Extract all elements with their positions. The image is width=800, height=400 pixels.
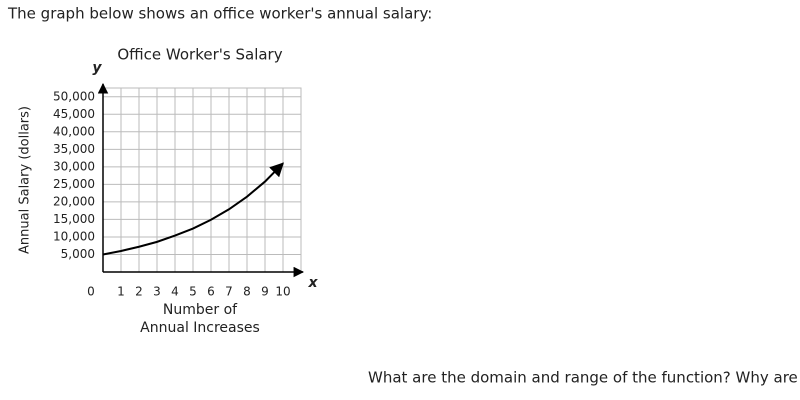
x-axis-label: Number of — [163, 302, 238, 318]
prompt: The graph below shows an office worker's… — [7, 5, 432, 23]
x-tick-label: 8 — [243, 285, 251, 299]
x-tick-label: 4 — [171, 285, 179, 299]
x-axis-label: Annual Increases — [140, 320, 260, 336]
y-axis-label: Annual Salary (dollars) — [18, 106, 33, 254]
y-tick-label: 50,000 — [53, 89, 95, 103]
y-tick-label: 40,000 — [53, 124, 95, 138]
x-axis-name: x — [307, 275, 318, 291]
y-tick-label: 10,000 — [53, 229, 95, 243]
y-axis-name: y — [92, 60, 102, 76]
x-tick-label: 10 — [275, 285, 290, 299]
chart-title: Office Worker's Salary — [117, 46, 282, 64]
x-tick-label: 0 — [87, 285, 95, 299]
x-tick-label: 7 — [225, 285, 233, 299]
y-tick-label: 25,000 — [53, 177, 95, 191]
x-tick-label: 5 — [189, 285, 197, 299]
y-tick-label: 15,000 — [53, 212, 95, 226]
x-tick-label: 3 — [153, 285, 161, 299]
x-tick-label: 1 — [117, 285, 125, 299]
x-tick-label: 6 — [207, 285, 215, 299]
x-tick-label: 2 — [135, 285, 143, 299]
y-tick-label: 45,000 — [53, 107, 95, 121]
question: What are the domain and range of the fun… — [368, 369, 800, 387]
y-tick-label: 35,000 — [53, 142, 95, 156]
y-tick-label: 5,000 — [61, 247, 95, 261]
plot-frame — [102, 87, 302, 273]
salary-line — [102, 162, 284, 256]
y-tick-label: 20,000 — [53, 194, 95, 208]
x-tick-label: 9 — [261, 285, 269, 299]
y-tick-label: 30,000 — [53, 159, 95, 173]
